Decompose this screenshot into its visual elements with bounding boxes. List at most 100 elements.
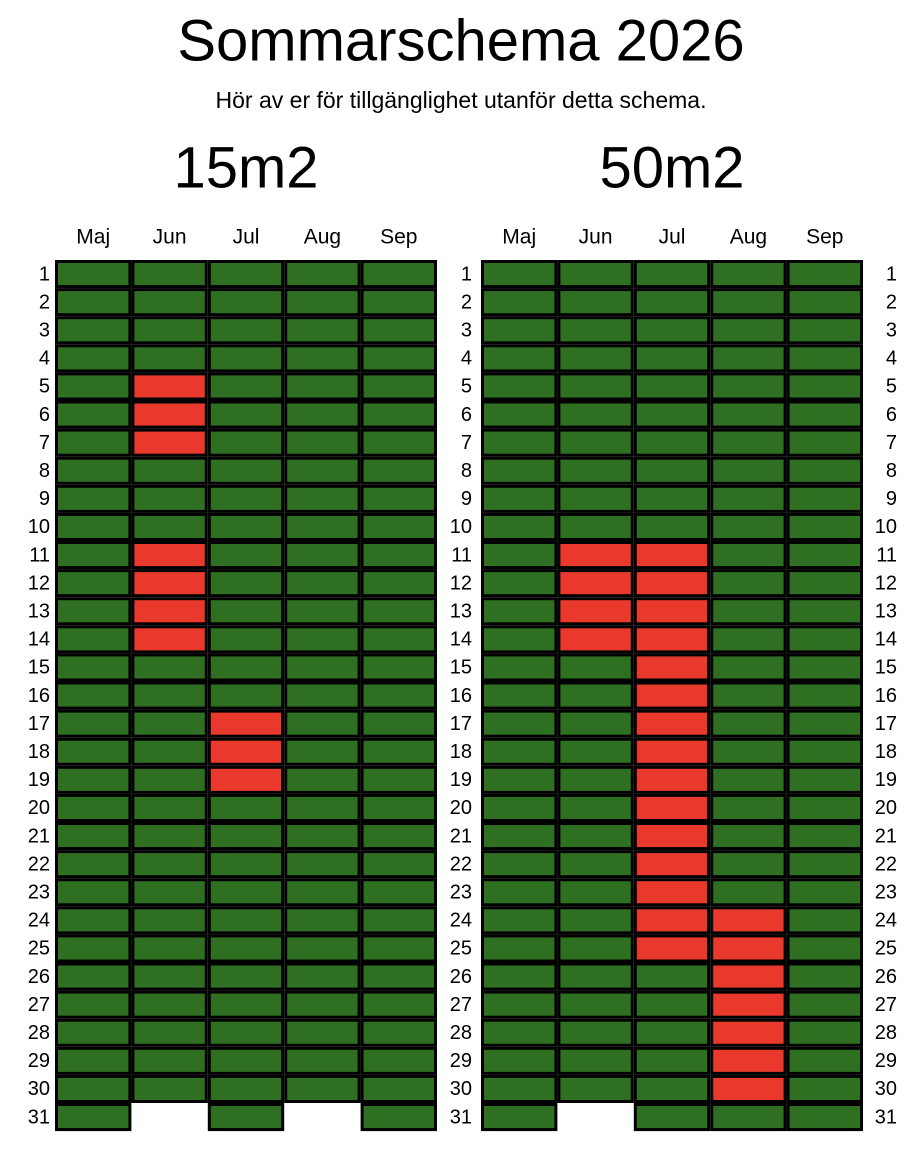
- free-cell: [786, 878, 863, 907]
- day-label: 21: [450, 825, 472, 847]
- booked-cell: [633, 597, 711, 626]
- day-label: 22: [28, 853, 50, 875]
- free-cell: [207, 1018, 285, 1047]
- free-cell: [633, 288, 711, 317]
- day-label: 21: [875, 825, 897, 847]
- free-cell: [360, 850, 438, 879]
- free-cell: [557, 681, 634, 710]
- free-cell: [786, 344, 863, 373]
- free-cell: [131, 512, 208, 542]
- free-cell: [131, 344, 208, 373]
- day-label: 1: [886, 263, 897, 285]
- free-cell: [557, 709, 634, 738]
- free-cell: [360, 653, 438, 682]
- free-cell: [481, 344, 558, 373]
- free-cell: [284, 1018, 361, 1047]
- month-label: Sep: [380, 226, 417, 249]
- booked-cell: [710, 906, 787, 935]
- day-label: 8: [39, 460, 50, 482]
- booked-cell: [633, 765, 711, 794]
- free-cell: [284, 822, 361, 851]
- free-cell: [557, 1074, 634, 1104]
- free-cell: [284, 793, 361, 823]
- booked-cell: [710, 934, 787, 963]
- free-cell: [710, 316, 787, 345]
- day-label: 26: [450, 966, 472, 988]
- free-cell: [360, 737, 438, 766]
- free-cell: [207, 850, 285, 879]
- day-label: 28: [875, 1022, 897, 1044]
- free-cell: [207, 990, 285, 1019]
- free-cell: [360, 484, 438, 513]
- booked-cell: [633, 850, 711, 879]
- free-cell: [786, 316, 863, 345]
- day-label: 12: [28, 572, 50, 594]
- free-cell: [710, 400, 787, 429]
- free-cell: [284, 344, 361, 373]
- day-label: 22: [450, 853, 472, 875]
- free-cell: [481, 569, 558, 598]
- free-cell: [207, 934, 285, 963]
- free-cell: [360, 990, 438, 1019]
- day-label: 15: [875, 657, 897, 679]
- day-label: 6: [39, 404, 50, 426]
- free-cell: [481, 484, 558, 513]
- free-cell: [131, 990, 208, 1019]
- free-cell: [207, 653, 285, 682]
- free-cell: [207, 822, 285, 851]
- free-cell: [360, 316, 438, 345]
- free-cell: [557, 456, 634, 485]
- free-cell: [786, 484, 863, 513]
- day-label: 5: [39, 376, 50, 398]
- free-cell: [633, 990, 711, 1019]
- day-label: 1: [39, 263, 50, 285]
- booked-cell: [633, 653, 711, 682]
- day-label: 13: [28, 601, 50, 623]
- free-cell: [284, 681, 361, 710]
- day-label: 30: [28, 1078, 50, 1100]
- day-label: 1: [461, 263, 472, 285]
- free-cell: [131, 653, 208, 682]
- booked-cell: [633, 681, 711, 710]
- free-cell: [131, 765, 208, 794]
- free-cell: [633, 372, 711, 401]
- day-label: 3: [39, 320, 50, 342]
- free-cell: [207, 541, 285, 570]
- free-cell: [207, 456, 285, 485]
- free-cell: [284, 372, 361, 401]
- free-cell: [284, 737, 361, 766]
- free-cell: [284, 512, 361, 542]
- free-cell: [557, 906, 634, 935]
- free-cell: [786, 625, 863, 654]
- free-cell: [284, 990, 361, 1019]
- month-label: Jul: [659, 226, 686, 249]
- free-cell: [207, 597, 285, 626]
- free-cell: [55, 1074, 132, 1104]
- day-label: 9: [886, 488, 897, 510]
- free-cell: [557, 316, 634, 345]
- free-cell: [284, 260, 361, 289]
- free-cell: [55, 344, 132, 373]
- booked-cell: [131, 597, 208, 626]
- day-label: 5: [461, 376, 472, 398]
- free-cell: [55, 512, 132, 542]
- free-cell: [557, 793, 634, 823]
- free-cell: [786, 456, 863, 485]
- free-cell: [786, 990, 863, 1019]
- month-label: Jun: [153, 226, 187, 249]
- free-cell: [55, 541, 132, 570]
- free-cell: [710, 681, 787, 710]
- month-label: Aug: [304, 226, 341, 249]
- free-cell: [557, 737, 634, 766]
- day-label: 23: [450, 882, 472, 904]
- free-cell: [360, 569, 438, 598]
- free-cell: [557, 934, 634, 963]
- booked-cell: [131, 625, 208, 654]
- free-cell: [786, 260, 863, 289]
- free-cell: [633, 962, 711, 991]
- free-cell: [131, 456, 208, 485]
- free-cell: [284, 569, 361, 598]
- day-label: 15: [450, 657, 472, 679]
- day-label: 17: [875, 713, 897, 735]
